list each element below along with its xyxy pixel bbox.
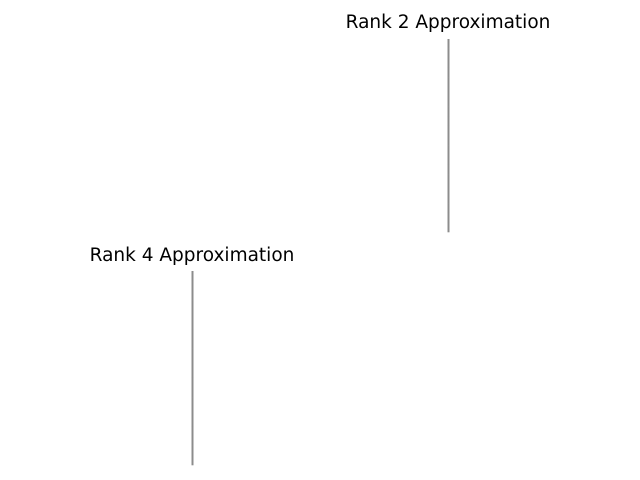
image-pixel-rank2-7 xyxy=(447,106,450,117)
rank-2-approximation-title: Rank 2 Approximation xyxy=(345,12,551,33)
image-pixel-rank2-8 xyxy=(447,116,450,127)
image-pixel-rank4-16 xyxy=(191,426,194,437)
image-pixel-rank4-17 xyxy=(191,435,194,446)
image-pixel-rank4-15 xyxy=(191,416,194,427)
image-pixel-rank2-3 xyxy=(447,67,450,78)
image-pixel-rank2-0 xyxy=(447,39,450,49)
image-pixel-rank4-7 xyxy=(191,338,194,349)
image-pixel-rank4-18 xyxy=(191,445,194,456)
image-pixel-rank4-2 xyxy=(191,290,194,301)
image-pixel-rank4-13 xyxy=(191,397,194,408)
image-pixel-rank4-1 xyxy=(191,280,194,291)
rank-4-approximation-title: Rank 4 Approximation xyxy=(89,245,295,266)
image-pixel-rank2-10 xyxy=(447,135,450,146)
image-pixel-rank2-12 xyxy=(447,154,450,165)
image-pixel-rank2-15 xyxy=(447,183,450,194)
image-pixel-rank2-16 xyxy=(447,193,450,204)
image-pixel-rank2-5 xyxy=(447,87,450,98)
image-pixel-rank4-5 xyxy=(191,319,194,330)
image-pixel-rank2-13 xyxy=(447,164,450,175)
image-pixel-rank4-9 xyxy=(191,358,194,369)
image-pixel-rank4-10 xyxy=(191,368,194,378)
image-pixel-rank4-4 xyxy=(191,309,194,320)
image-pixel-rank2-18 xyxy=(447,212,450,223)
image-pixel-rank4-0 xyxy=(191,271,194,281)
image-pixel-rank4-6 xyxy=(191,329,194,340)
image-pixel-rank4-11 xyxy=(191,377,194,388)
image-pixel-rank2-2 xyxy=(447,58,450,69)
image-pixel-rank2-17 xyxy=(447,203,450,213)
image-pixel-rank2-19 xyxy=(447,222,450,233)
image-pixel-rank2-1 xyxy=(447,48,450,59)
image-pixel-rank2-4 xyxy=(447,77,450,88)
image-pixel-rank4-12 xyxy=(191,387,194,398)
image-pixel-rank4-19 xyxy=(191,455,194,466)
image-pixel-rank2-9 xyxy=(447,125,450,136)
image-pixel-rank2-6 xyxy=(447,96,450,107)
image-pixel-rank4-8 xyxy=(191,348,194,359)
image-pixel-rank4-3 xyxy=(191,300,194,311)
image-pixel-rank2-14 xyxy=(447,174,450,185)
image-pixel-rank4-14 xyxy=(191,406,194,417)
image-pixel-rank2-11 xyxy=(447,145,450,156)
